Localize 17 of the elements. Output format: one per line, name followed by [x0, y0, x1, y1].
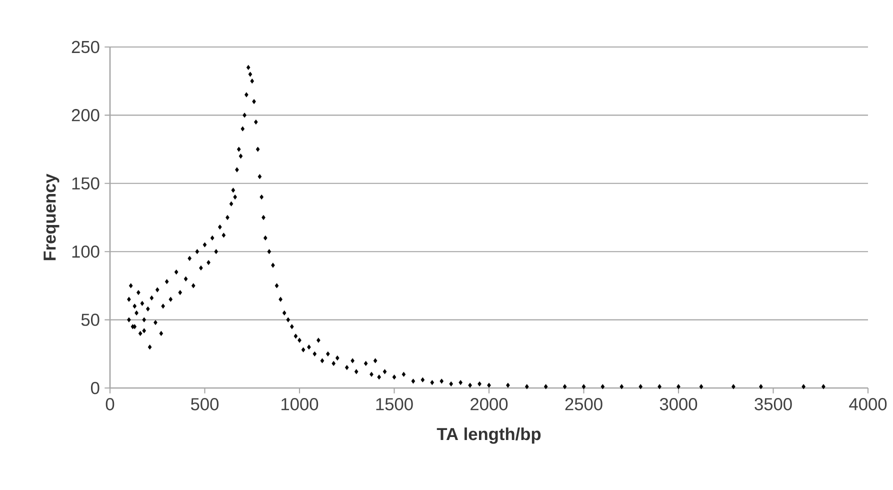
y-tick-label: 150	[72, 177, 100, 190]
x-tick-label: 2000	[470, 398, 508, 410]
y-tick-label: 200	[72, 109, 100, 122]
x-tick-label: 1500	[376, 398, 413, 410]
x-tick-label: 3000	[660, 398, 698, 410]
x-tick-label: 0	[106, 398, 114, 410]
x-tick-label: 1000	[282, 398, 318, 410]
y-tick-label: 50	[81, 314, 100, 326]
y-tick-label: 100	[72, 245, 100, 258]
y-axis-title: Frequency	[44, 174, 60, 260]
x-tick-label: 4000	[849, 398, 887, 410]
x-tick-label: 2500	[565, 398, 602, 410]
x-tick-label: 3500	[754, 398, 792, 410]
y-tick-label: 250	[72, 40, 100, 54]
x-tick-label: 500	[190, 398, 219, 410]
y-tick-label: 0	[90, 382, 100, 394]
x-axis-title: TA length/bp	[436, 427, 541, 444]
